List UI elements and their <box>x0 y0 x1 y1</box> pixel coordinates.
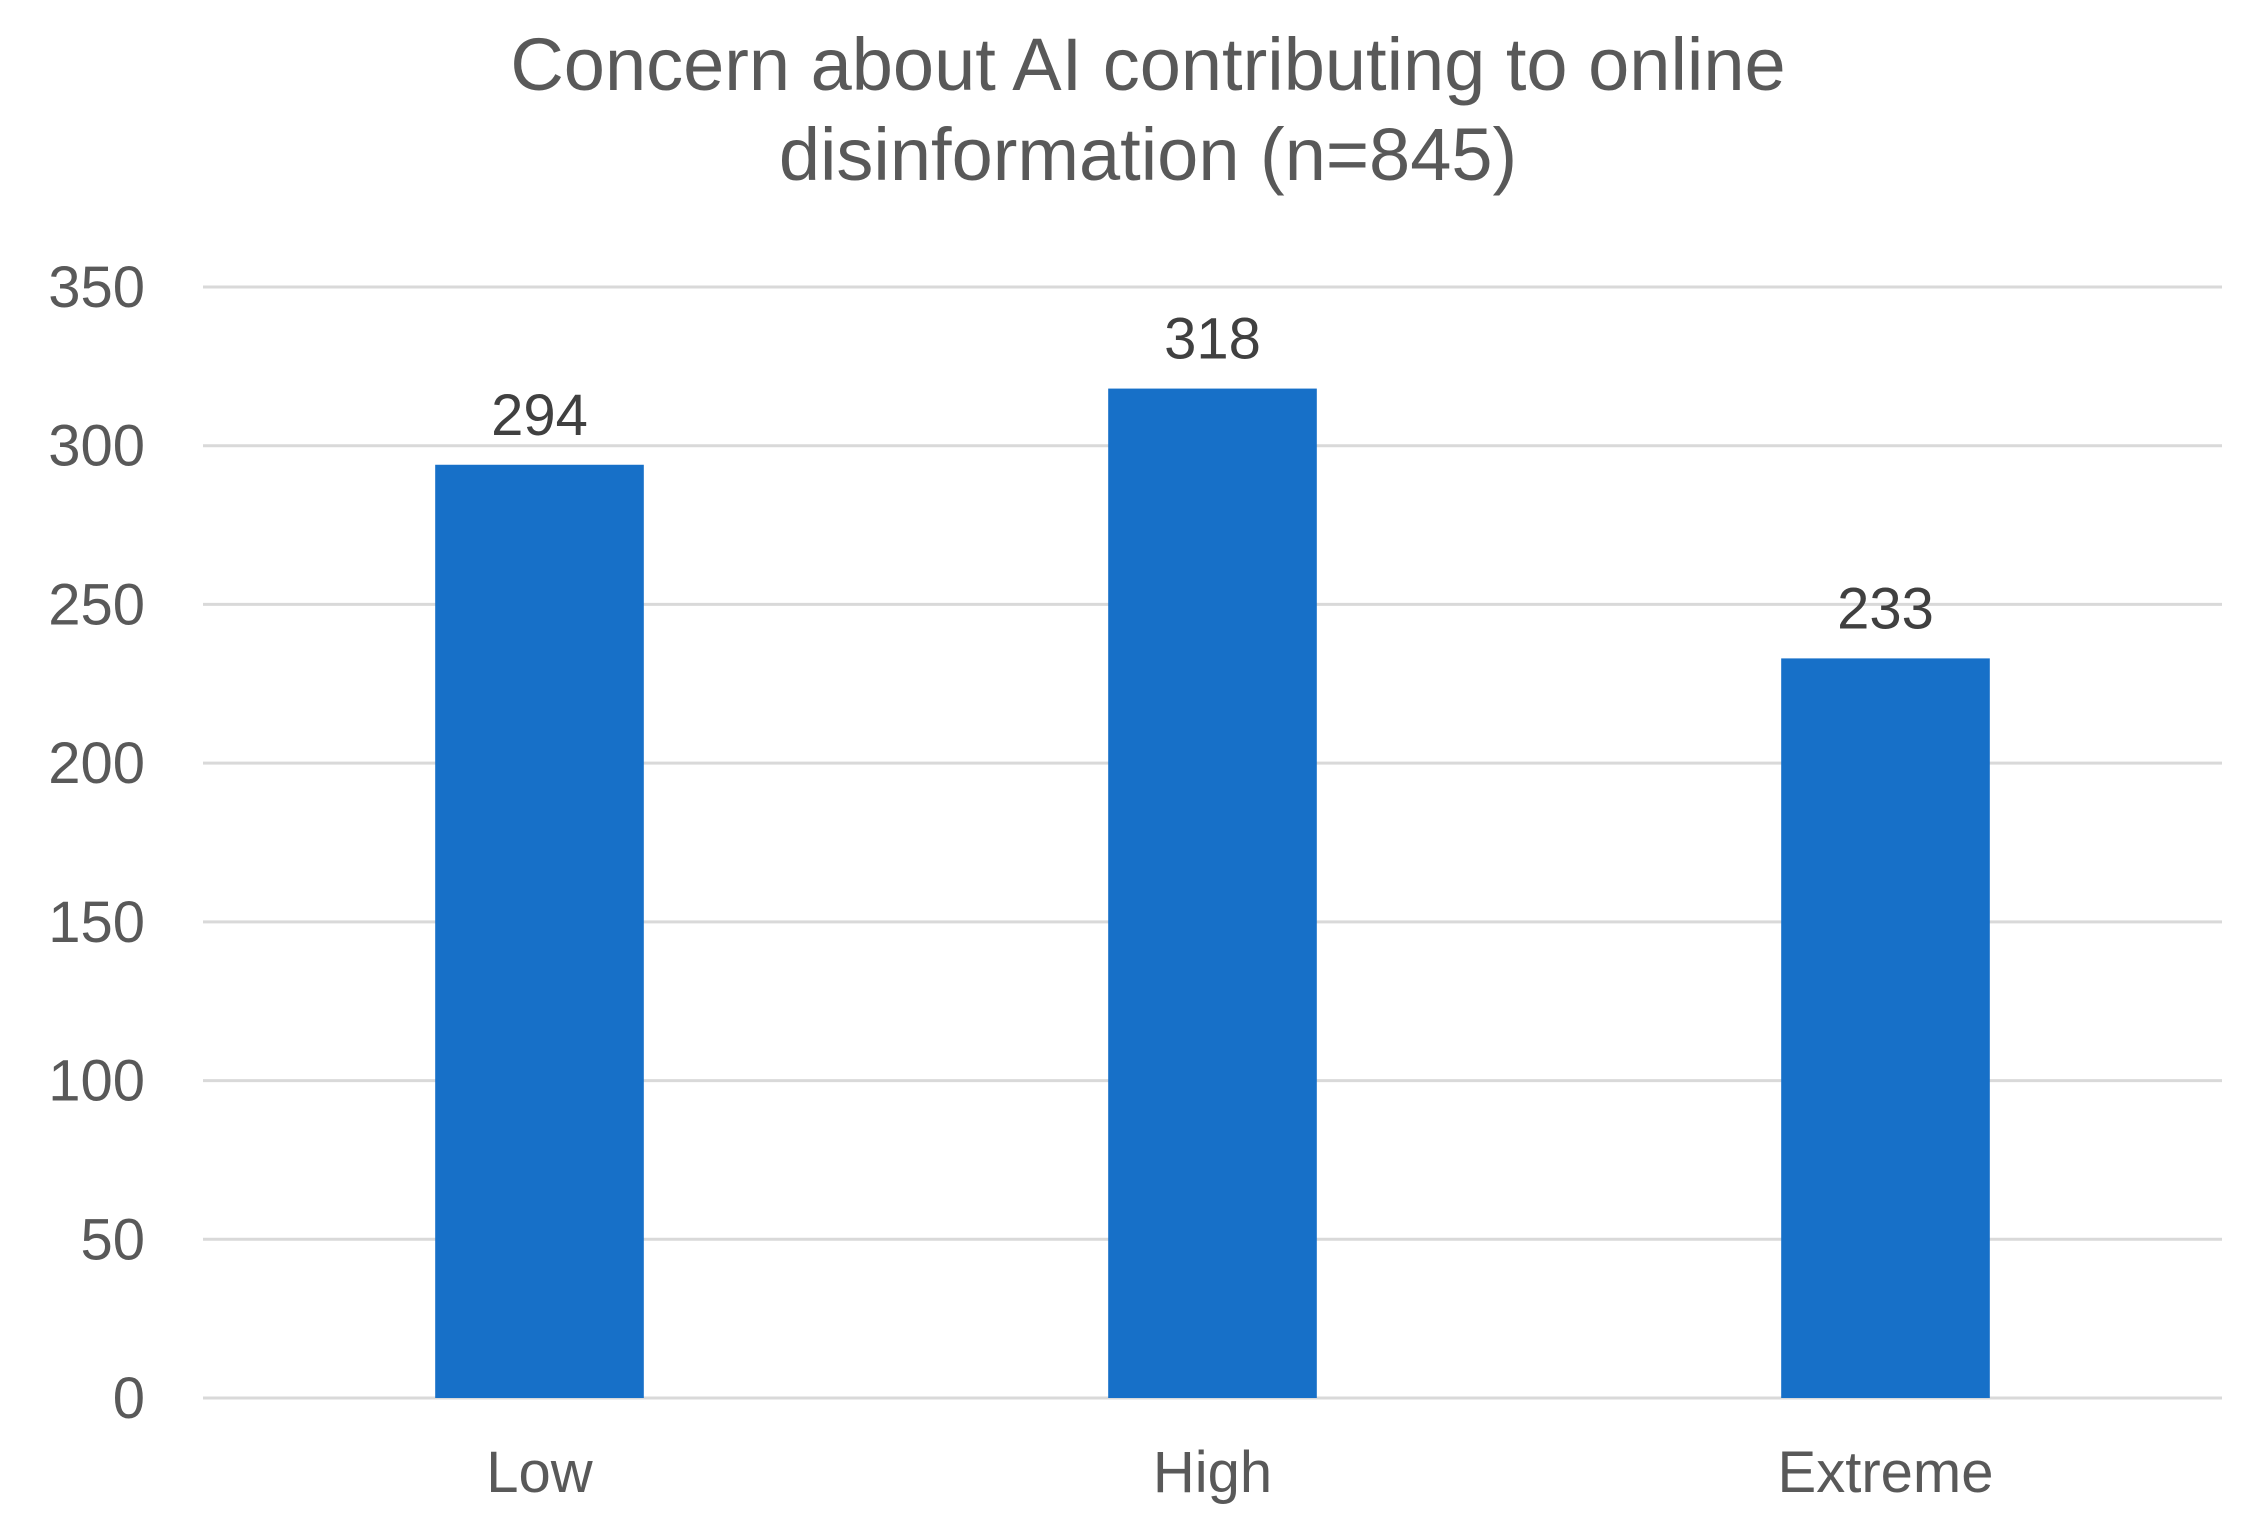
y-tick-label: 350 <box>48 255 145 320</box>
y-tick-label: 250 <box>48 572 145 637</box>
data-label: 294 <box>491 383 588 448</box>
x-tick-label: Low <box>486 1440 594 1505</box>
y-axis-tick-labels: 0 50 100 150 200 250 300 350 <box>48 255 145 1431</box>
bars <box>435 388 1990 1398</box>
data-labels: 294 318 233 <box>491 307 1934 642</box>
bar-extreme <box>1781 658 1990 1398</box>
chart-title-line-2: disinformation (n=845) <box>779 113 1517 196</box>
y-tick-label: 0 <box>113 1366 145 1431</box>
y-tick-label: 150 <box>48 890 145 955</box>
y-tick-label: 200 <box>48 731 145 796</box>
chart-title-line-1: Concern about AI contributing to online <box>510 23 1785 106</box>
data-label: 318 <box>1164 307 1261 372</box>
bar-low <box>435 464 644 1398</box>
x-tick-label: High <box>1153 1440 1272 1505</box>
chart-title: Concern about AI contributing to online … <box>510 23 1785 196</box>
y-tick-label: 100 <box>48 1049 145 1114</box>
y-tick-label: 50 <box>80 1207 145 1272</box>
bar-high <box>1108 388 1317 1398</box>
x-tick-label: Extreme <box>1778 1440 1994 1505</box>
x-axis-tick-labels: Low High Extreme <box>486 1440 1993 1505</box>
data-label: 233 <box>1837 576 1934 641</box>
y-tick-label: 300 <box>48 414 145 479</box>
